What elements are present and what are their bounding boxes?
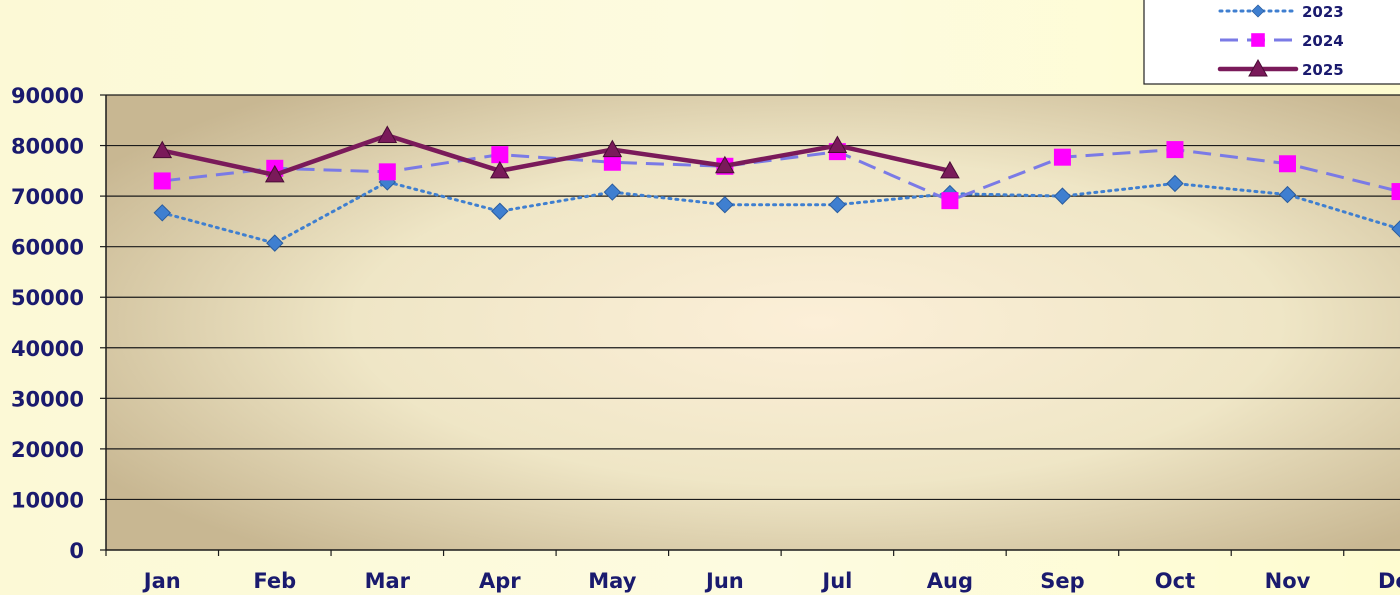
data-point-2025 [264, 164, 285, 183]
data-point-2024 [1278, 155, 1296, 173]
data-point-2025 [602, 139, 623, 158]
x-tick-label: Jun [704, 569, 744, 593]
y-tick-label: 80000 [11, 135, 84, 159]
series-line-2024 [162, 148, 1400, 203]
y-axis-tick-labels: 0 10000 20000 30000 40000 50000 60000 70000 8000… [11, 84, 84, 563]
data-point-2024 [378, 163, 396, 181]
data-point-2024 [1053, 148, 1071, 166]
data-point-2025 [489, 160, 510, 179]
x-tick-label: Jan [142, 569, 181, 593]
data-point-2025 [715, 155, 735, 174]
y-tick-label: 10000 [11, 488, 84, 512]
data-point-2024 [491, 146, 509, 164]
series-line-2023 [160, 180, 1400, 245]
data-point-2023 [1053, 187, 1072, 205]
x-tick-label: Oct [1155, 569, 1195, 593]
y-tick-label: 30000 [11, 387, 84, 411]
y-tick-label: 90000 [11, 84, 84, 108]
x-tick-label: Aug [927, 569, 973, 593]
legend-label-2024: 2024 [1302, 32, 1344, 50]
x-tick-label: Sep [1040, 569, 1084, 593]
data-point-2023 [153, 204, 171, 222]
data-point-2023 [1166, 174, 1184, 193]
data-point-2025 [827, 135, 848, 154]
x-tick-label: Apr [479, 569, 521, 593]
data-point-2023 [716, 195, 734, 214]
data-point-2023 [828, 195, 847, 214]
x-tick-label: May [588, 569, 636, 593]
y-tick-label: 60000 [11, 236, 84, 260]
legend-label-2025: 2025 [1302, 61, 1344, 79]
data-point-2023 [1278, 185, 1297, 204]
legend-box [1143, 0, 1400, 85]
data-point-2025 [152, 140, 173, 159]
series-line-2025 [160, 133, 953, 178]
legend-label-2023: 2023 [1302, 3, 1344, 21]
data-point-2024 [941, 192, 959, 210]
x-tick-label: Feb [253, 569, 296, 593]
gridlines [100, 94, 1400, 551]
x-axis-tick-labels: Jan Feb Mar Apr May Jun Jul Aug Sep Oct Nov Dec [105, 550, 1400, 593]
data-point-2024 [153, 172, 171, 190]
data-point-2023 [603, 183, 622, 201]
y-tick-label: 40000 [11, 337, 84, 361]
data-point-2025 [940, 160, 960, 179]
plot-area [106, 95, 1400, 550]
series-2025 [152, 125, 960, 183]
y-tick-label: 0 [69, 539, 84, 563]
data-point-2025 [377, 125, 398, 143]
x-tick-label: Jul [820, 569, 852, 593]
legend-marker-2025 [1248, 58, 1268, 77]
data-point-2023 [491, 202, 509, 220]
series-lines [152, 125, 1400, 252]
y-tick-label: 70000 [11, 185, 84, 209]
y-tick-label: 20000 [11, 438, 84, 462]
x-tick-label: Nov [1265, 569, 1311, 593]
axes [105, 95, 1400, 551]
legend: 2023 2024 2025 [1143, 0, 1400, 85]
x-tick-label: Mar [365, 569, 411, 593]
data-point-2023 [266, 234, 284, 252]
legend-marker-2023 [1251, 4, 1265, 18]
series-2023 [153, 173, 1400, 252]
data-point-2024 [1166, 141, 1184, 159]
y-tick-label: 50000 [11, 286, 84, 310]
legend-marker-2024 [1251, 33, 1265, 47]
data-point-2023 [1391, 220, 1400, 238]
data-point-2024 [1391, 183, 1400, 201]
x-tick-label: Dec [1378, 569, 1400, 593]
